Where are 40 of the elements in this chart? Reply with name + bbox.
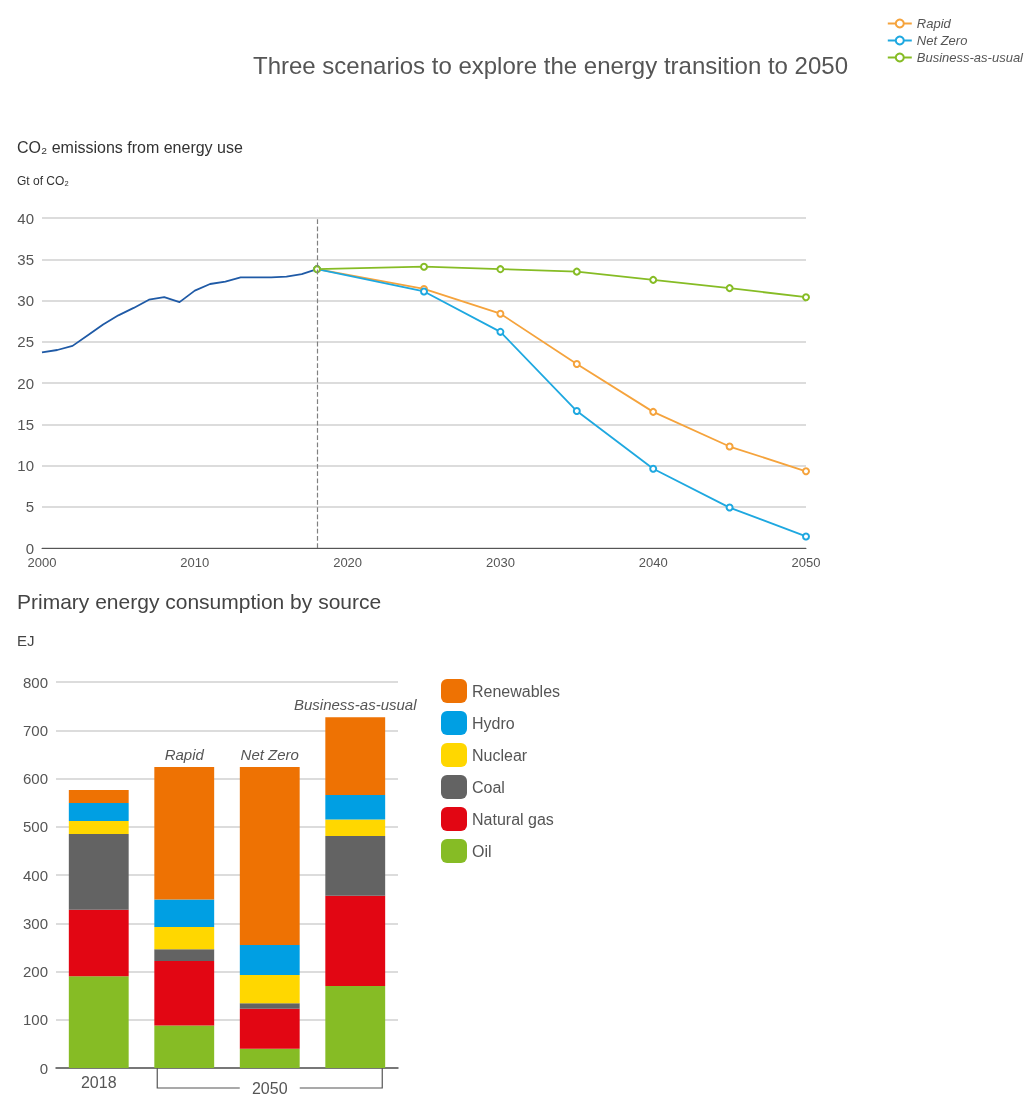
x-tick-label: 2050 (791, 555, 821, 570)
y-tick-label: 300 (22, 914, 48, 932)
y-tick-label: 30 (17, 292, 34, 309)
x-tick-label: 2030 (485, 555, 515, 570)
x-tick-label: 2020 (333, 555, 363, 570)
legend-label: Oil (472, 842, 492, 860)
y-tick-label: 200 (22, 963, 48, 980)
y-tick-label: 0 (25, 539, 34, 557)
chart-title: Primary energy consumption by source (17, 590, 382, 613)
x-tick-label: 2040 (638, 555, 668, 570)
y-tick-label: 0 (39, 1059, 48, 1077)
legend-label: Hydro (472, 714, 515, 732)
y-tick-label: 40 (17, 209, 34, 227)
y-tick-label: 10 (17, 457, 34, 474)
annotation: 2050 (251, 1079, 288, 1097)
y-axis-title: Gt of CO₂ (17, 174, 70, 188)
y-tick-label: 800 (22, 673, 48, 691)
legend-label: Rapid (916, 16, 952, 31)
y-axis-title: EJ (17, 632, 35, 649)
y-tick-label: 500 (22, 818, 48, 836)
legend-label: Natural gas (472, 810, 554, 828)
y-tick-label: 15 (17, 415, 34, 433)
y-tick-label: 25 (17, 333, 34, 351)
y-tick-label: 700 (22, 721, 48, 739)
y-tick-label: 20 (17, 374, 34, 392)
chart-title: Three scenarios to explore the energy transition to 2050 (252, 51, 849, 79)
y-tick-label: 5 (25, 498, 34, 516)
y-tick-label: 400 (22, 866, 48, 884)
y-tick-label: 100 (22, 1011, 48, 1029)
legend-label: Net Zero (916, 33, 968, 48)
chart-subtitle: CO₂ emissions from energy use (17, 138, 243, 156)
y-tick-label: 35 (17, 250, 34, 268)
x-tick-label: 2010 (180, 555, 210, 570)
legend-label: Coal (472, 778, 505, 796)
legend-label: Nuclear (472, 746, 528, 764)
x-tick-label: 2000 (27, 555, 57, 570)
legend-label: Business-as-usual (916, 50, 1025, 65)
legend-label: Renewables (472, 682, 561, 700)
x-tick-label: 2018 (80, 1073, 117, 1091)
y-tick-label: 600 (22, 770, 48, 787)
